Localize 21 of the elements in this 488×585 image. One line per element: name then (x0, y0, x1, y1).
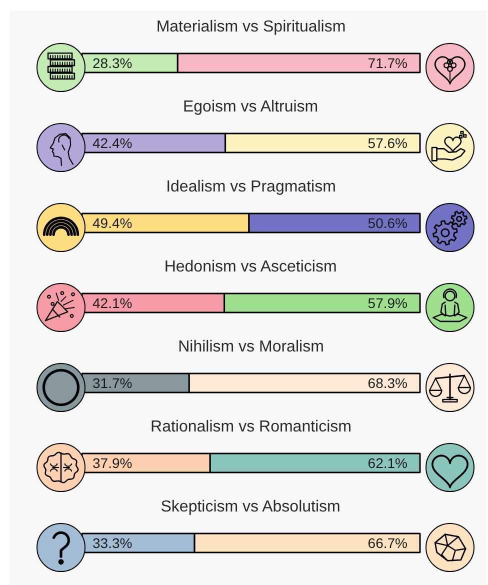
data-label: 42.1% (92, 295, 132, 311)
data-label: 66.7% (368, 535, 408, 551)
y-tick-label: Skepticism vs Absolutism (160, 498, 340, 516)
data-label: 62.1% (368, 455, 408, 471)
y-tick-label: Idealism vs Pragmatism (166, 178, 336, 196)
data-label: 57.9% (368, 295, 408, 311)
data-label: 71.7% (368, 55, 408, 71)
y-tick-label: Materialism vs Spiritualism (156, 18, 346, 36)
data-label: 28.3% (92, 55, 132, 71)
y-tick-label: Rationalism vs Romanticism (150, 418, 352, 436)
data-label: 33.3% (92, 535, 132, 551)
y-tick-label: Nihilism vs Moralism (178, 338, 324, 356)
data-label: 50.6% (368, 215, 408, 231)
data-label: 49.4% (92, 215, 132, 231)
data-label: 57.6% (368, 135, 408, 151)
y-tick-label: Egoism vs Altruism (182, 98, 318, 116)
data-label: 68.3% (368, 375, 408, 391)
data-label: 37.9% (92, 455, 132, 471)
data-label: 42.4% (92, 135, 132, 151)
data-label: 31.7% (92, 375, 132, 391)
y-tick-label: Hedonism vs Asceticism (164, 258, 337, 276)
